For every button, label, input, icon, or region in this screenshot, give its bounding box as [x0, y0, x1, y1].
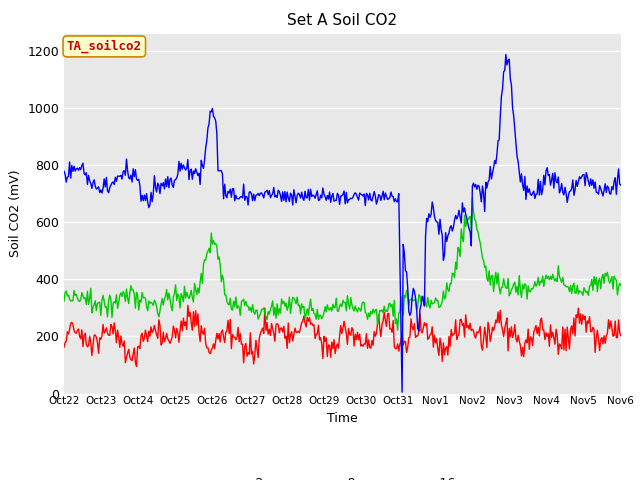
X-axis label: Time: Time [327, 412, 358, 425]
Title: Set A Soil CO2: Set A Soil CO2 [287, 13, 397, 28]
Legend: -2cm, -8cm, -16cm: -2cm, -8cm, -16cm [205, 472, 479, 480]
Text: TA_soilco2: TA_soilco2 [67, 40, 142, 53]
Y-axis label: Soil CO2 (mV): Soil CO2 (mV) [9, 170, 22, 257]
